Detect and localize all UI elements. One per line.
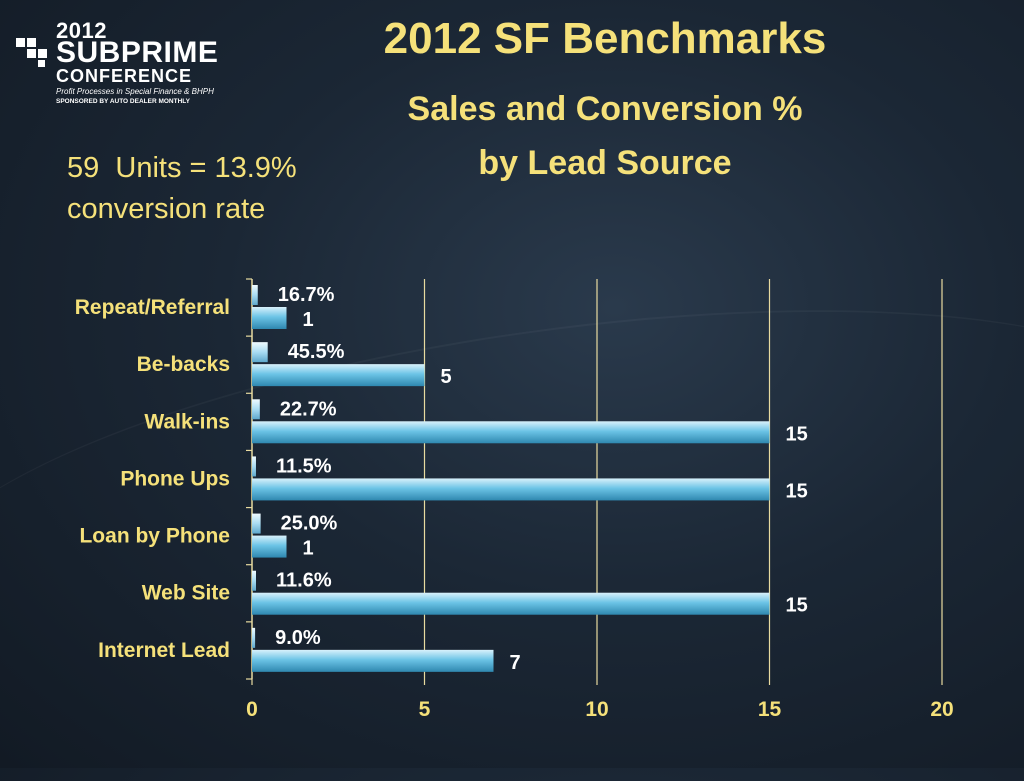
category-label: Walk-ins	[144, 410, 230, 433]
category-label: Be-backs	[137, 353, 230, 376]
units-data-label: 7	[510, 652, 521, 674]
conversion-bar	[252, 456, 256, 477]
x-tick-label: 15	[758, 698, 782, 721]
conversion-data-label: 45.5%	[288, 341, 345, 363]
units-data-label: 15	[786, 480, 808, 502]
units-bar	[252, 649, 494, 672]
conversion-bar	[252, 342, 268, 363]
logo-conference: CONFERENCE	[56, 66, 193, 86]
units-bar	[252, 364, 425, 387]
subtitle-line-2: by Lead Source	[478, 144, 732, 182]
units-data-label: 15	[786, 423, 808, 445]
logo-mark-icon	[16, 38, 47, 67]
units-data-label: 5	[441, 366, 452, 388]
units-data-label: 1	[303, 309, 314, 331]
conversion-data-label: 25.0%	[281, 513, 338, 535]
conversion-data-label: 22.7%	[280, 398, 337, 420]
category-label: Repeat/Referral	[75, 296, 230, 319]
subtitle-line-1: Sales and Conversion %	[407, 90, 803, 128]
units-data-label: 15	[786, 595, 808, 617]
conversion-data-label: 9.0%	[275, 627, 321, 649]
conversion-data-label: 11.5%	[276, 455, 332, 477]
category-label: Phone Ups	[120, 467, 230, 490]
slide-title: 2012 SF Benchmarks	[383, 14, 827, 63]
category-label: Internet Lead	[98, 639, 230, 662]
conference-logo: 2012 SUBPRIME CONFERENCE Profit Processe…	[14, 14, 244, 114]
units-bar	[252, 307, 287, 329]
conversion-note: 59 Units = 13.9% conversion rate	[67, 152, 297, 225]
x-tick-label: 10	[585, 698, 608, 721]
units-data-label: 1	[303, 538, 314, 560]
conversion-data-label: 11.6%	[276, 570, 332, 592]
bar-layer	[252, 285, 770, 672]
label-layer: 0 5 10 15 20Repeat/Referral16.7%1Be-backs45.…	[75, 284, 954, 721]
units-bar	[252, 478, 770, 501]
conversion-bar	[252, 513, 261, 534]
conversion-data-label: 16.7%	[278, 284, 335, 306]
conversion-bar	[252, 570, 257, 591]
units-bar	[252, 421, 770, 444]
conversion-bar	[252, 399, 260, 420]
conversion-bar	[252, 627, 256, 648]
logo-sponsor: SPONSORED BY AUTO DEALER MONTHLY	[56, 98, 190, 105]
units-bar	[252, 592, 770, 615]
units-bar	[252, 535, 287, 558]
x-tick-label: 0	[246, 698, 258, 721]
category-label: Loan by Phone	[79, 525, 230, 548]
x-tick-label: 5	[419, 698, 431, 721]
category-label: Web Site	[142, 582, 230, 605]
x-tick-label: 20	[930, 698, 953, 721]
conversion-bar	[252, 285, 258, 305]
logo-tagline: Profit Processes in Special Finance & BH…	[56, 87, 214, 96]
logo-year: 2012	[56, 18, 107, 43]
slide-subtitle: Sales and Conversion % by Lead Source	[300, 82, 910, 190]
logo-brand: SUBPRIME	[56, 36, 219, 69]
